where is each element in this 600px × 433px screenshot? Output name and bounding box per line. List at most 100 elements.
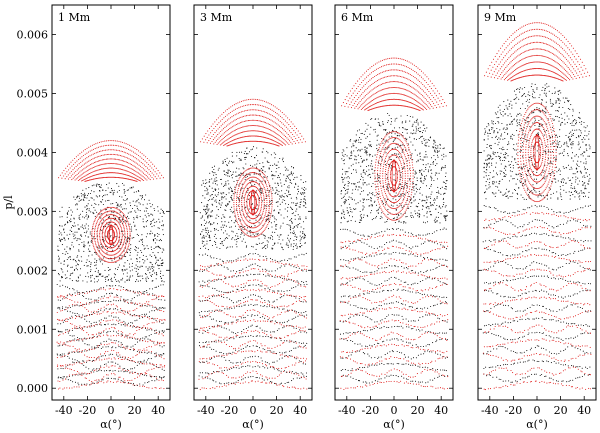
data-point xyxy=(247,356,249,359)
data-point xyxy=(140,249,142,252)
data-point xyxy=(272,164,274,166)
data-point xyxy=(132,302,134,304)
data-point xyxy=(68,169,70,171)
data-point xyxy=(249,164,252,166)
data-point xyxy=(233,135,235,137)
data-point xyxy=(69,256,71,258)
data-point xyxy=(222,244,224,246)
data-point xyxy=(137,361,139,363)
data-point xyxy=(221,183,223,185)
data-point xyxy=(118,217,120,220)
data-point xyxy=(211,210,213,212)
data-point xyxy=(252,375,254,378)
data-point xyxy=(203,234,205,236)
data-point xyxy=(124,356,126,358)
data-point xyxy=(117,226,119,228)
data-point xyxy=(155,167,157,169)
data-point xyxy=(78,348,80,350)
data-point xyxy=(202,182,204,184)
data-point xyxy=(110,214,112,216)
data-point xyxy=(140,265,142,267)
data-point xyxy=(130,258,132,260)
data-point xyxy=(148,387,150,389)
data-point xyxy=(241,376,243,378)
data-point xyxy=(81,372,83,374)
data-point xyxy=(59,239,61,241)
data-point xyxy=(93,382,95,385)
data-point xyxy=(101,237,104,239)
data-point xyxy=(72,312,74,314)
data-point xyxy=(159,257,161,259)
data-point xyxy=(231,177,233,179)
data-point xyxy=(282,222,284,224)
data-point xyxy=(291,202,293,204)
data-point xyxy=(91,154,93,156)
data-point xyxy=(136,273,139,275)
data-point xyxy=(270,154,272,156)
data-point xyxy=(275,137,277,139)
data-point xyxy=(229,144,231,146)
data-point xyxy=(108,315,110,317)
data-point xyxy=(284,192,286,195)
data-point xyxy=(108,366,110,368)
data-point xyxy=(124,322,126,324)
data-point xyxy=(117,145,120,147)
data-point xyxy=(152,252,154,254)
data-point xyxy=(98,247,100,249)
data-point xyxy=(282,133,284,135)
data-point xyxy=(149,165,151,167)
data-point xyxy=(60,267,62,270)
data-point xyxy=(84,153,86,155)
data-point xyxy=(232,211,234,213)
data-point xyxy=(269,123,271,126)
data-point xyxy=(99,313,101,315)
data-point xyxy=(297,191,300,193)
data-point xyxy=(147,213,149,215)
data-point xyxy=(296,373,298,375)
data-point xyxy=(90,324,92,326)
data-point xyxy=(114,257,116,259)
data-point xyxy=(256,135,259,137)
data-point xyxy=(126,199,128,201)
data-point xyxy=(122,223,124,225)
data-point xyxy=(119,159,121,161)
data-point xyxy=(92,244,94,246)
data-point xyxy=(244,377,246,379)
data-point xyxy=(113,167,115,169)
data-point xyxy=(238,127,240,129)
data-point xyxy=(288,190,290,192)
data-point xyxy=(104,224,106,226)
data-point xyxy=(108,199,110,201)
data-point xyxy=(81,235,83,237)
panel-title: 3 Mm xyxy=(200,11,233,24)
data-point xyxy=(255,215,257,217)
data-point xyxy=(291,371,293,373)
data-point xyxy=(108,258,110,260)
data-point xyxy=(113,214,115,216)
data-point xyxy=(83,303,86,306)
data-point xyxy=(85,303,87,305)
data-point xyxy=(155,278,157,280)
data-point xyxy=(201,242,203,244)
data-point xyxy=(67,213,69,215)
data-point xyxy=(303,192,305,194)
data-point xyxy=(115,296,117,298)
data-point xyxy=(85,188,87,190)
data-point xyxy=(98,243,100,245)
data-point xyxy=(125,237,127,239)
data-point xyxy=(69,167,71,169)
data-point xyxy=(207,192,209,194)
data-point xyxy=(132,372,134,374)
data-point xyxy=(102,319,105,322)
data-point xyxy=(285,126,287,128)
data-point xyxy=(162,234,164,236)
data-point xyxy=(71,358,74,360)
data-point xyxy=(111,254,113,256)
data-point xyxy=(67,294,69,296)
data-point xyxy=(128,153,130,155)
data-point xyxy=(98,368,100,370)
data-point xyxy=(99,228,101,230)
data-point xyxy=(88,164,90,166)
data-point xyxy=(154,306,156,308)
data-point xyxy=(118,367,120,369)
